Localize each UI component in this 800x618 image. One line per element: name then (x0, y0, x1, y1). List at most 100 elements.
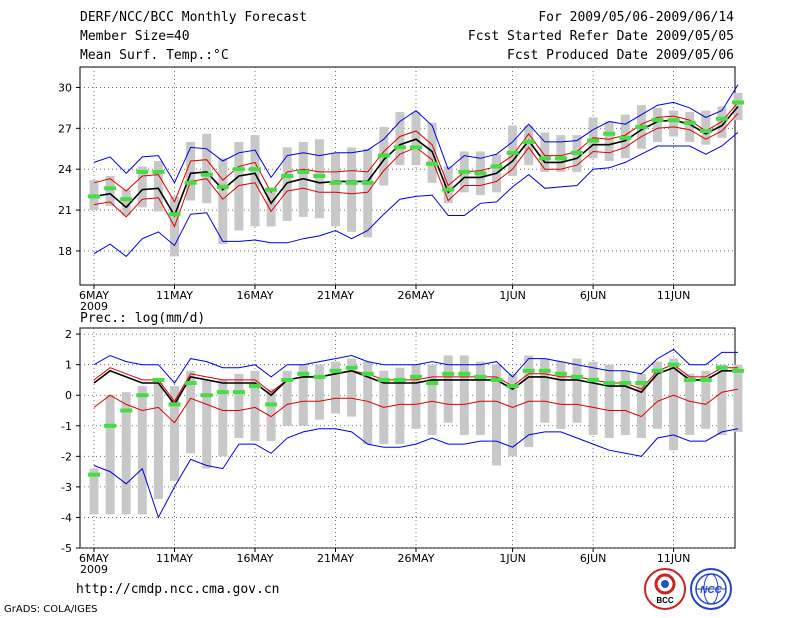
range-bar (266, 189, 276, 227)
range-bar (733, 364, 743, 432)
range-bar (395, 367, 405, 445)
ncc-logo: NCC (690, 568, 732, 610)
range-bar (604, 364, 614, 438)
range-bar (717, 106, 727, 138)
started-date: Fcst Started Refer Date 2009/05/05 (467, 29, 734, 44)
range-bar (475, 361, 485, 435)
range-bar (186, 370, 196, 454)
range-bar (717, 364, 727, 435)
temp-axis-label: Mean Surf. Temp.:°C (80, 48, 229, 63)
y-tick-label: -2 (61, 450, 72, 463)
ncc-globe-icon: NCC (695, 573, 727, 605)
range-bar (411, 364, 421, 429)
y-tick-label: 30 (58, 81, 72, 94)
range-bar (153, 383, 163, 500)
bcc-logo: BCC (644, 568, 686, 610)
x-tick-label: 21MAY (317, 289, 354, 302)
range-bar (524, 125, 534, 166)
x-tick-label: 26MAY (398, 552, 435, 565)
bcc-emblem-icon: BCC (654, 573, 676, 605)
range-bar (314, 364, 324, 420)
ncc-logo-text: NCC (700, 585, 722, 596)
range-bar (540, 358, 550, 423)
range-bar (653, 361, 662, 429)
range-bar (282, 147, 292, 221)
range-bar (234, 141, 244, 231)
series-line-mean (93, 366, 738, 406)
y-tick-label: 18 (58, 245, 72, 258)
range-bar (572, 358, 582, 423)
y-tick-label: 1 (65, 359, 72, 372)
range-bar (89, 468, 99, 515)
range-bar (250, 370, 260, 442)
plot-frame (79, 327, 736, 549)
y-tick-label: -1 (61, 420, 72, 433)
range-bar (701, 110, 711, 145)
series-line-lower (93, 132, 739, 258)
x-tick-label: 1JUN (499, 289, 526, 302)
range-bar (427, 364, 437, 435)
range-bar (363, 361, 373, 445)
range-bar (701, 370, 711, 429)
x-tick-year: 2009 (80, 563, 108, 576)
x-tick-label: 6JUN (580, 552, 607, 565)
x-tick-label: 16MAY (237, 289, 274, 302)
range-bar (443, 355, 453, 423)
range-bar (121, 392, 131, 515)
range-bar (298, 364, 308, 426)
range-bar (604, 121, 614, 162)
range-bar (234, 373, 244, 438)
plot-frame (79, 66, 736, 286)
produced-date: Fcst Produced Date 2009/05/06 (507, 48, 734, 63)
range-bar (556, 361, 566, 429)
range-bar (508, 125, 518, 176)
range-bar (170, 386, 179, 481)
range-bar (282, 370, 292, 426)
chart-title: DERF/NCC/BCC Monthly Forecast (80, 10, 307, 25)
range-bar (540, 132, 550, 172)
y-tick-label: 21 (58, 204, 72, 217)
x-tick-label: 16MAY (237, 552, 274, 565)
range-bar (620, 370, 630, 435)
series-line-lower (93, 428, 739, 519)
range-bar (459, 355, 469, 435)
range-bar (669, 110, 679, 137)
x-tick-label: 6JUN (580, 289, 607, 302)
y-tick-label: 24 (58, 163, 72, 176)
y-tick-label: -4 (61, 511, 72, 524)
bcc-logo-text: BCC (656, 596, 674, 605)
y-tick-label: 2 (65, 328, 72, 341)
x-tick-label: 1JUN (499, 552, 526, 565)
range-bar (685, 373, 695, 435)
range-bar (347, 358, 357, 417)
x-tick-label: 6MAY (79, 552, 109, 565)
range-bar (153, 161, 163, 212)
range-bar (492, 364, 501, 466)
range-bar (636, 373, 646, 438)
x-tick-label: 11JUN (657, 552, 691, 565)
range-bar (105, 395, 115, 515)
x-tick-label: 26MAY (398, 289, 435, 302)
series-line-lower_red (93, 388, 739, 424)
range-bar (266, 389, 276, 442)
range-bar (186, 141, 196, 201)
x-tick-year: 2009 (80, 300, 108, 313)
range-bar (347, 147, 357, 232)
range-bar (685, 111, 695, 142)
series-line-upper (93, 348, 738, 384)
range-bar (121, 189, 131, 216)
member-size: Member Size=40 (80, 29, 190, 44)
source-url[interactable]: http://cmdp.ncc.cma.gov.cn (76, 582, 280, 597)
x-tick-label: 11MAY (156, 289, 193, 302)
prec-axis-label: Prec.: log(mm/d) (80, 311, 206, 326)
series-line-upper (93, 84, 739, 184)
range-bar (137, 386, 147, 515)
y-tick-label: -3 (61, 481, 72, 494)
x-tick-label: 21MAY (317, 552, 354, 565)
range-bar (314, 139, 324, 219)
series-line-upper_red (93, 102, 739, 204)
y-tick-label: 0 (65, 389, 72, 402)
